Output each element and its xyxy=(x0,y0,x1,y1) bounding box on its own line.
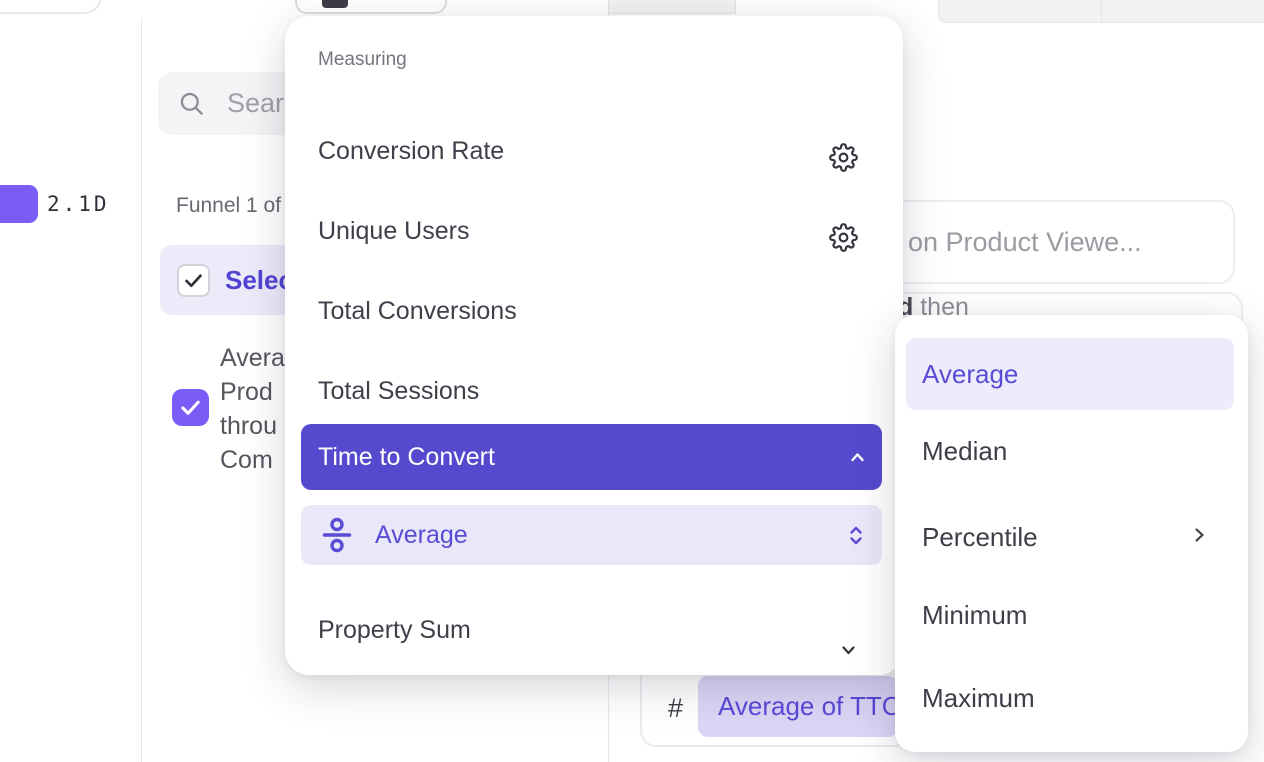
checkmark-icon xyxy=(181,400,200,415)
top-partial-toolbar xyxy=(295,0,447,14)
event-label: Avera Prod throu Com xyxy=(220,344,285,474)
agg-item-maximum[interactable]: Maximum xyxy=(922,683,1035,713)
average-of-ttc-dropdown[interactable]: Average of TTC xyxy=(698,676,901,737)
chevron-up-icon xyxy=(851,453,864,462)
select-all-checkbox[interactable] xyxy=(177,263,210,297)
aggregation-dropdown: Average Median Percentile Minimum Maximu… xyxy=(895,315,1248,752)
funnel-duration-bar xyxy=(0,185,38,223)
menu-item-ttc-average[interactable]: Average xyxy=(301,505,882,565)
numeric-type-symbol: # xyxy=(668,693,684,723)
unfold-icon xyxy=(847,524,865,552)
top-partial-tab xyxy=(608,0,736,14)
chevron-down-icon xyxy=(839,622,858,686)
average-of-ttc-label: Average of TTC xyxy=(718,691,901,721)
menu-item-total-conversions[interactable]: Total Conversions xyxy=(318,297,517,325)
table-header-cell xyxy=(1101,0,1264,23)
aggregation-icon xyxy=(322,516,352,559)
search-icon xyxy=(180,92,203,115)
menu-item-total-sessions[interactable]: Total Sessions xyxy=(318,377,480,405)
agg-item-median[interactable]: Median xyxy=(922,436,1008,466)
agg-item-percentile[interactable]: Percentile xyxy=(922,522,1038,552)
top-toolbar-dark-icon xyxy=(322,0,348,8)
event-checkbox[interactable] xyxy=(172,389,209,426)
left-pane-divider xyxy=(141,18,142,762)
agg-item-minimum[interactable]: Minimum xyxy=(922,600,1028,630)
checkmark-icon xyxy=(185,273,202,287)
select-all-label: Selec xyxy=(225,264,293,295)
funnel-step-label: Funnel 1 of xyxy=(176,194,282,217)
menu-item-property-sum[interactable]: Property Sum xyxy=(285,598,903,662)
menu-item-conversion-rate[interactable]: Conversion Rate xyxy=(285,119,903,183)
top-left-partial-card xyxy=(0,0,102,14)
funnel-duration-value: 2.1D xyxy=(47,192,110,216)
menu-item-time-to-convert[interactable]: Time to Convert xyxy=(301,424,882,490)
measuring-dropdown: Measuring Conversion Rate Unique Users T… xyxy=(285,16,903,675)
event-picker-value: on Product Viewe... xyxy=(908,227,1142,257)
agg-item-average[interactable]: Average xyxy=(906,338,1234,410)
gear-icon[interactable] xyxy=(829,216,858,280)
chevron-right-icon xyxy=(1191,524,1208,551)
menu-item-unique-users[interactable]: Unique Users xyxy=(285,199,903,263)
measuring-header: Measuring xyxy=(318,49,407,70)
gear-icon[interactable] xyxy=(829,136,858,200)
table-header-cell xyxy=(938,0,1102,23)
